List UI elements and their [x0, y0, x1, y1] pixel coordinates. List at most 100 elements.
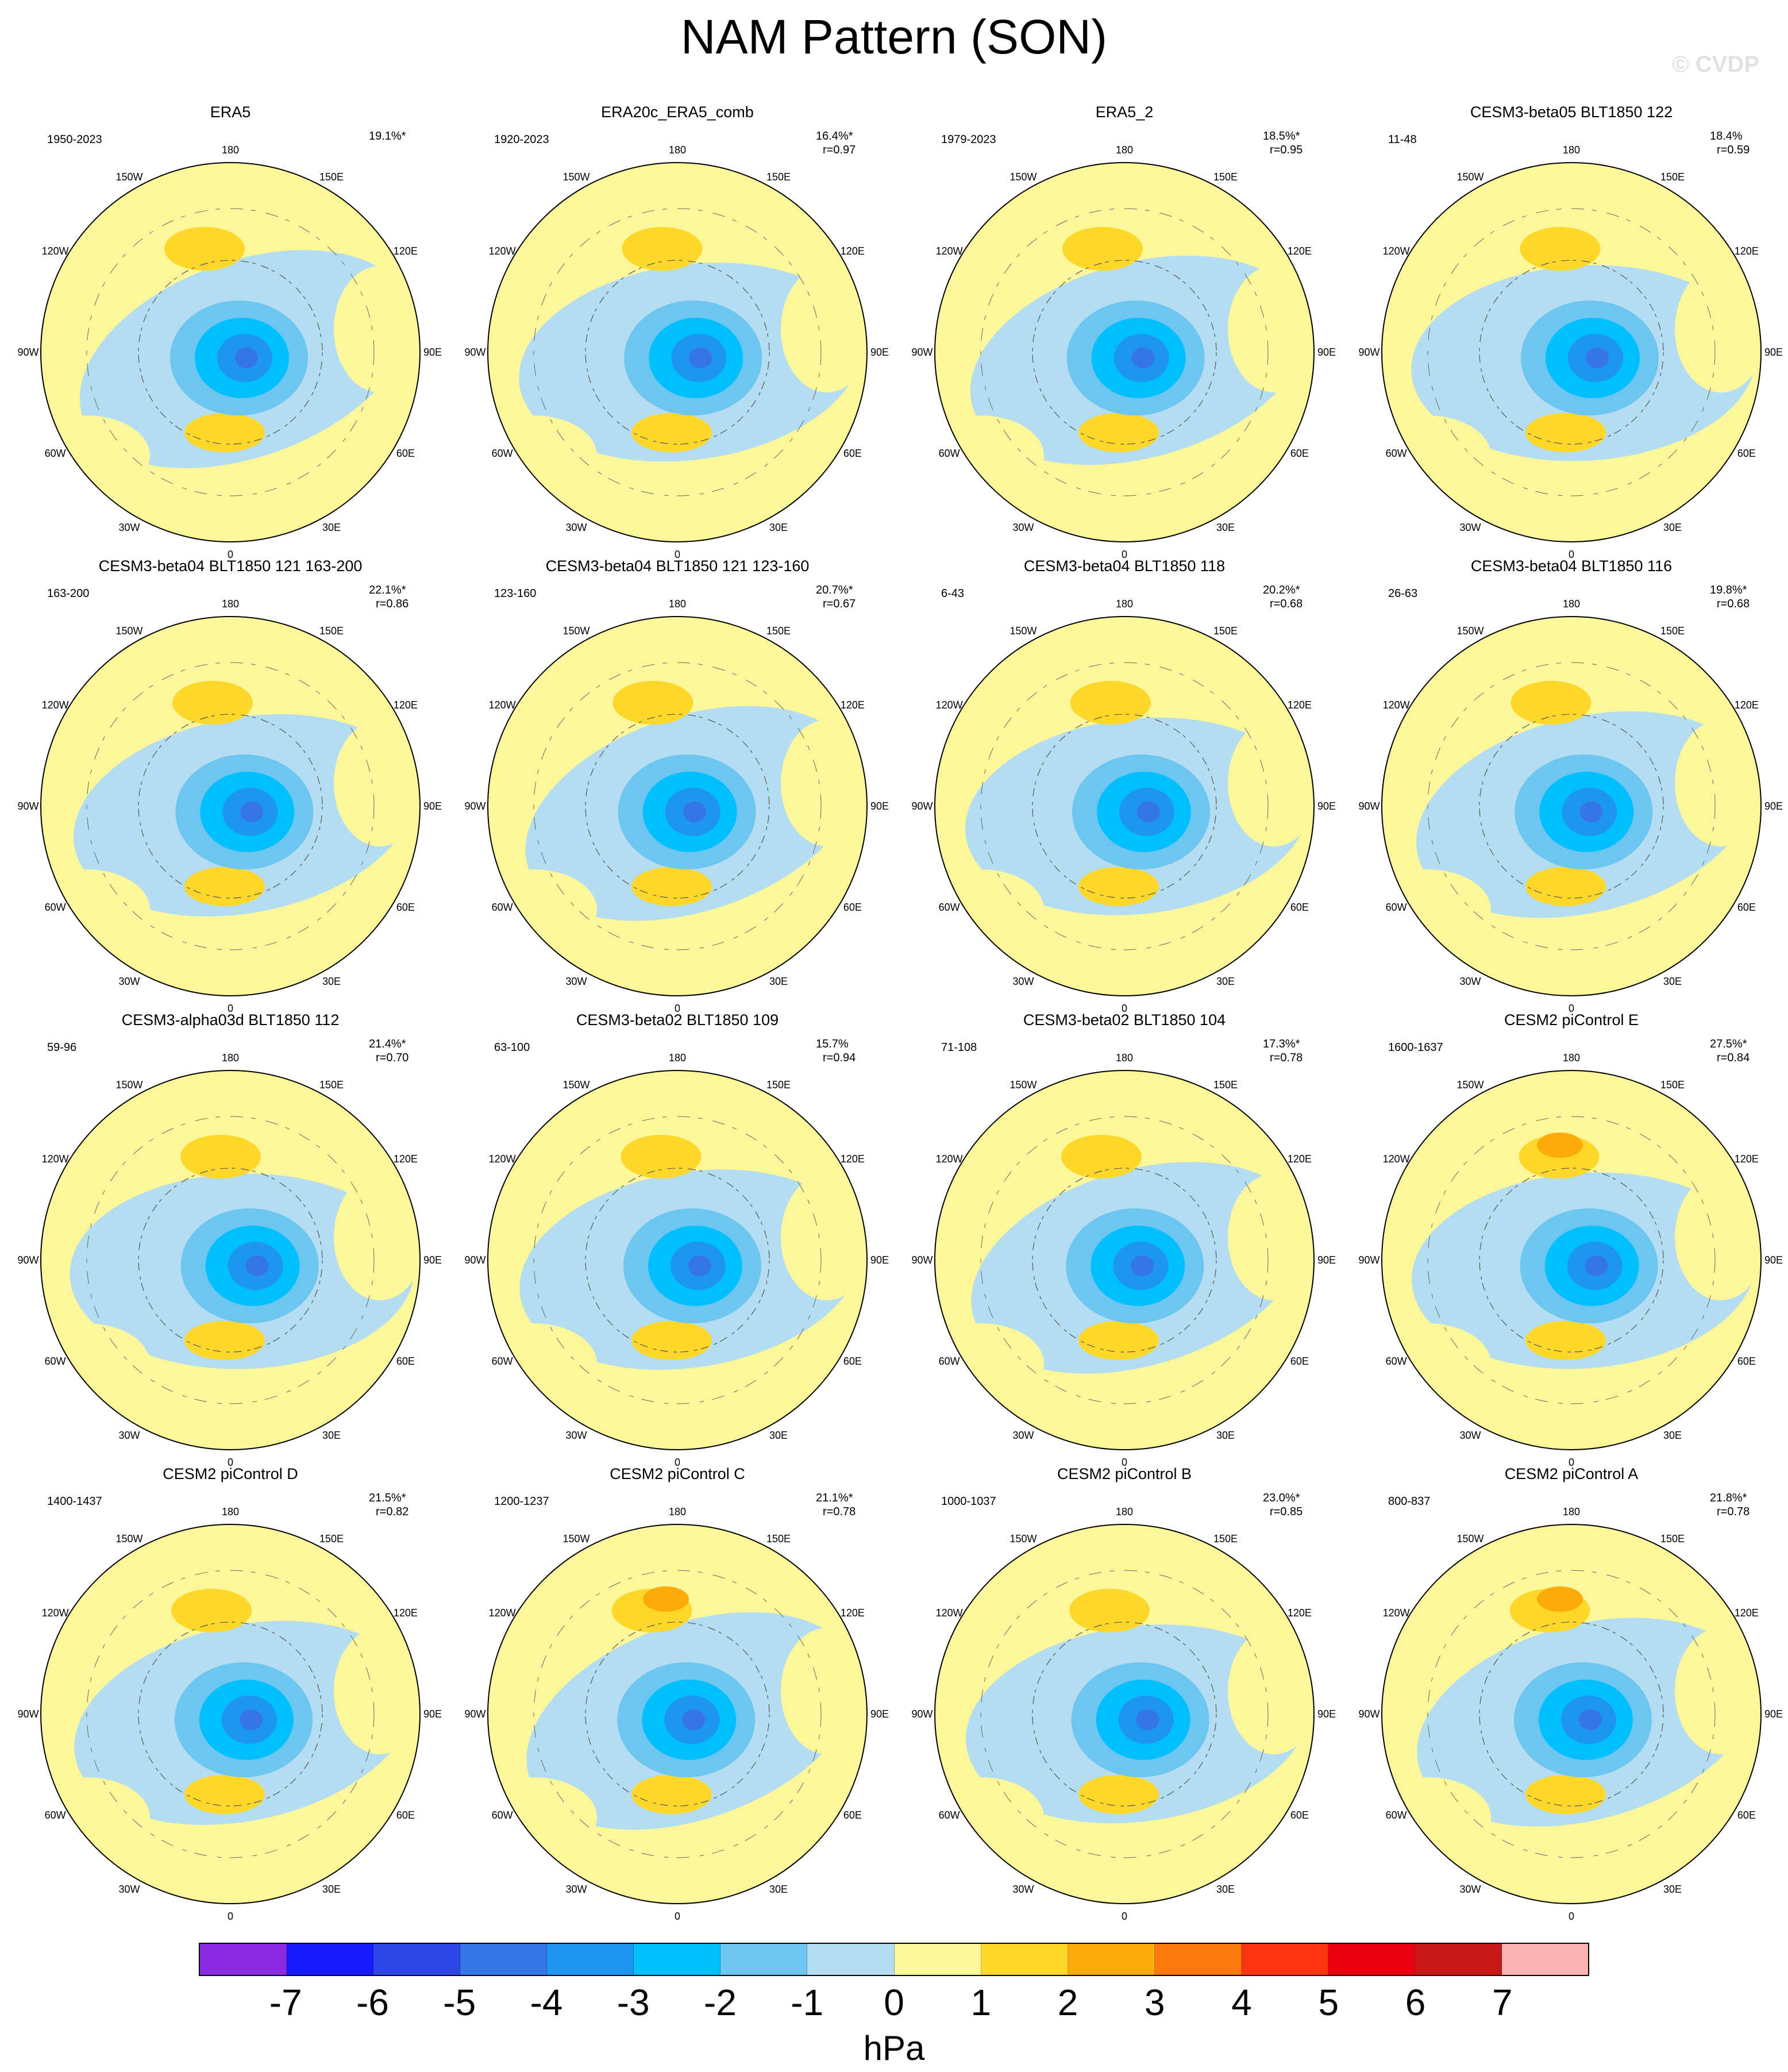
longitude-label: 60E — [843, 1355, 862, 1367]
longitude-label: 150E — [1660, 171, 1685, 183]
longitude-label: 90E — [1764, 800, 1783, 812]
panel-variance: 21.5%* — [369, 1492, 406, 1504]
longitude-label: 60E — [1290, 1809, 1309, 1821]
panel-period: 163-200 — [47, 587, 90, 600]
map-panel: CESM3-alpha03d BLT1850 112 59-96 21.4%* r=0… — [7, 1010, 454, 1468]
longitude-label: 30E — [322, 522, 341, 533]
panel-period: 1000-1037 — [941, 1495, 996, 1508]
longitude-label: 150W — [115, 171, 142, 183]
contour-region — [682, 1709, 706, 1730]
longitude-label: 30W — [118, 522, 140, 533]
longitude-label: 120W — [42, 245, 69, 257]
coastline — [585, 714, 770, 899]
longitude-label: 60E — [1290, 902, 1309, 913]
longitude-label: 30E — [1216, 976, 1235, 987]
colorbar-cell — [1415, 1944, 1502, 1975]
longitude-label: 90E — [870, 1708, 889, 1720]
contour-region — [1382, 1777, 1491, 1858]
longitude-label: 150W — [1009, 625, 1036, 637]
contour-region — [184, 1775, 265, 1814]
map-panel: CESM2 piControl A 800-837 21.8%* r=0.78 180 1… — [1348, 1464, 1788, 1922]
longitude-label: 30W — [1459, 976, 1481, 987]
contour-region — [1078, 413, 1159, 452]
longitude-label: 120W — [42, 699, 69, 711]
longitude-label: 60E — [396, 448, 415, 459]
longitude-label: 60W — [492, 902, 513, 913]
longitude-label: 0 — [1569, 1003, 1574, 1014]
longitude-label: 120E — [841, 699, 865, 711]
map-boundary — [934, 1524, 1315, 1904]
panel-period: 1920-2023 — [494, 133, 549, 146]
colorbar-tick-label: -2 — [704, 1982, 737, 2023]
map-boundary — [487, 616, 868, 996]
longitude-label: 150E — [319, 1533, 344, 1545]
panel-variance: 20.2%* — [1263, 584, 1300, 596]
longitude-label: 180 — [669, 1052, 686, 1064]
contour-region — [1131, 348, 1155, 368]
longitude-label: 180 — [222, 1506, 239, 1518]
panel-period: 123-160 — [494, 587, 537, 600]
map-boundary — [40, 1524, 421, 1904]
map-panel: CESM3-beta04 BLT1850 118 6-43 20.2%* r=0.68… — [901, 556, 1348, 1014]
panel-title: ERA5_2 — [1095, 103, 1154, 121]
longitude-label: 30W — [118, 1430, 140, 1441]
map-boundary — [40, 162, 421, 542]
panel-title: CESM3-beta04 BLT1850 121 123-160 — [545, 557, 810, 575]
contour-region — [781, 1628, 867, 1754]
panel-period: 1600-1637 — [1388, 1041, 1443, 1054]
contour-region — [1525, 1321, 1606, 1360]
longitude-label: 30E — [322, 1884, 341, 1895]
colorbar-cell — [1501, 1944, 1588, 1975]
panel-variance: 18.4% — [1710, 130, 1743, 143]
longitude-label: 90W — [464, 346, 485, 358]
longitude-label: 60W — [939, 1355, 960, 1367]
map-panel: CESM3-beta02 BLT1850 109 63-100 15.7% r=0.9… — [454, 1010, 901, 1468]
coastline — [138, 1622, 323, 1807]
longitude-label: 150W — [562, 1533, 589, 1545]
longitude-label: 150W — [1456, 171, 1483, 183]
colorbar-tick-label: 5 — [1318, 1982, 1339, 2023]
longitude-label: 0 — [1569, 1457, 1574, 1468]
panel-variance: 17.3%* — [1263, 1038, 1300, 1050]
longitude-label: 60E — [1737, 902, 1756, 913]
longitude-label: 180 — [1563, 598, 1580, 610]
panel-title: CESM2 piControl B — [1057, 1465, 1192, 1482]
longitude-label: 150E — [766, 625, 791, 637]
colorbar-cell — [1154, 1944, 1242, 1975]
longitude-label: 0 — [675, 1003, 680, 1014]
longitude-label: 150E — [319, 1079, 344, 1091]
coastline — [138, 1168, 323, 1353]
panel-title: CESM3-beta02 BLT1850 104 — [1023, 1011, 1226, 1029]
panel-correlation: r=0.86 — [376, 598, 409, 610]
contour-region — [1228, 266, 1314, 392]
panel-title: ERA20c_ERA5_comb — [601, 103, 754, 121]
contour-region — [612, 681, 693, 725]
contour-region — [334, 1628, 420, 1754]
contour-region — [935, 415, 1044, 496]
longitude-label: 120E — [1735, 1153, 1759, 1165]
contour-region — [689, 348, 712, 368]
coastline — [1479, 1622, 1664, 1807]
longitude-label: 180 — [669, 1506, 686, 1518]
longitude-label: 60W — [45, 902, 66, 913]
longitude-label: 120W — [489, 699, 516, 711]
longitude-label: 120W — [1383, 245, 1410, 257]
longitude-label: 90W — [1358, 346, 1379, 358]
contour-region — [621, 1135, 702, 1179]
contour-region — [683, 802, 706, 822]
contour-region — [235, 348, 258, 368]
coastline — [980, 1570, 1269, 1858]
panel-variance: 21.8%* — [1710, 1492, 1747, 1504]
polar-map: 180 150E 120E 90E 60E 30E 0 30W 60W 90W 120W 150W — [1358, 1506, 1783, 1922]
contour-region — [631, 867, 712, 906]
contour-region — [184, 1321, 265, 1360]
panel-period: 6-43 — [941, 587, 965, 600]
longitude-label: 0 — [228, 1457, 233, 1468]
coastline — [1032, 714, 1217, 899]
panel-title: CESM2 piControl A — [1504, 1465, 1639, 1482]
longitude-label: 150W — [562, 1079, 589, 1091]
contour-region — [935, 1777, 1044, 1858]
longitude-label: 90E — [870, 1254, 889, 1266]
longitude-label: 90W — [911, 1254, 932, 1266]
longitude-label: 120E — [841, 1153, 865, 1165]
